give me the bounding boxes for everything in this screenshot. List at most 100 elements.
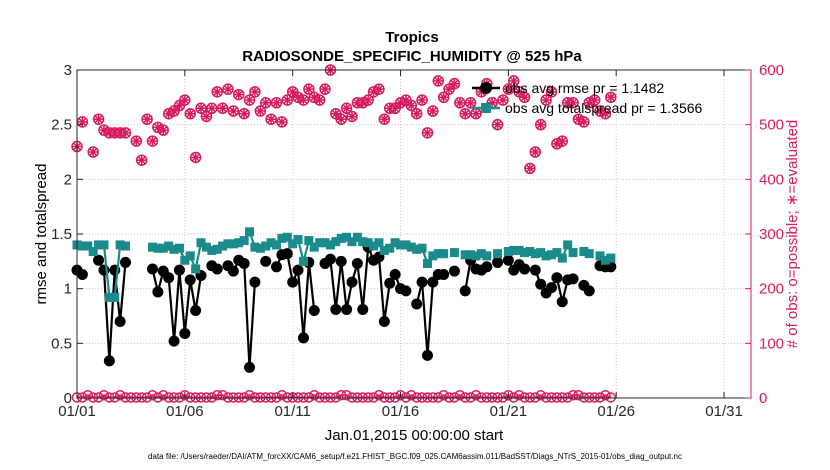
spread-point	[466, 250, 476, 260]
spread-point	[223, 239, 233, 249]
zero-count-point	[594, 392, 606, 403]
zero-count-point	[433, 392, 444, 403]
evaluated-point	[600, 108, 611, 119]
rmse-point	[438, 268, 450, 280]
zero-count-line	[77, 394, 612, 399]
y-right-tick-label: 100	[759, 335, 784, 352]
zero-count-point	[174, 392, 185, 403]
evaluated-point	[589, 95, 600, 106]
evaluated-point	[298, 95, 309, 106]
evaluated-point	[196, 103, 207, 114]
rmse-point	[556, 296, 568, 308]
zero-count-point	[168, 392, 180, 403]
spread-point	[88, 246, 98, 256]
evaluated-point	[346, 111, 357, 122]
evaluated-point	[427, 106, 438, 116]
spread-point	[449, 248, 459, 258]
zero-count-point	[195, 392, 207, 403]
spread-point	[525, 246, 535, 256]
spread-point	[121, 241, 131, 251]
zero-count-point	[179, 390, 191, 401]
zero-count-point	[470, 390, 482, 401]
evaluated-point	[492, 119, 503, 130]
rmse-point	[152, 286, 164, 298]
y-tick-label: 0	[64, 390, 72, 407]
evaluated-point	[519, 92, 530, 103]
zero-count-point	[82, 390, 94, 401]
evaluated-point	[142, 114, 153, 125]
rmse-point	[416, 276, 428, 288]
zero-count-point	[551, 392, 563, 403]
evaluated-point	[255, 106, 266, 116]
zero-count-point	[93, 392, 104, 403]
rmse-point	[324, 253, 336, 265]
rmse-point	[93, 254, 105, 266]
zero-count-point	[449, 392, 460, 403]
evaluated-point	[179, 95, 190, 106]
rmse-point	[271, 261, 283, 273]
rmse-point	[114, 315, 126, 327]
zero-count-point	[184, 392, 196, 403]
zero-count-point	[298, 392, 309, 403]
zero-count-point	[282, 392, 293, 403]
evaluated-point	[174, 100, 185, 111]
rmse-point	[551, 272, 563, 284]
evaluated-point	[212, 86, 223, 97]
evaluated-point	[541, 95, 552, 106]
evaluated-point	[239, 108, 250, 119]
evaluated-point	[508, 75, 519, 86]
zero-count-point	[492, 392, 503, 403]
evaluated-point	[524, 163, 535, 174]
evaluated-point	[266, 114, 277, 125]
zero-count-point	[530, 392, 541, 403]
zero-count-point	[346, 392, 358, 403]
spread-point	[606, 253, 616, 263]
evaluated-point	[417, 95, 428, 106]
y-axis-right: 0 100 200 300 400 500 600	[745, 62, 784, 407]
spread-point	[164, 241, 174, 251]
y-tick-label: 1	[64, 281, 72, 298]
zero-count-point	[395, 390, 406, 401]
rmse-point	[146, 263, 158, 275]
zero-count-point	[503, 390, 514, 401]
evaluated-point	[131, 136, 142, 147]
spread-point	[546, 250, 556, 260]
legend-rmse-marker	[480, 82, 492, 94]
rmse-point	[341, 303, 353, 315]
chart-subtitle: RADIOSONDE_SPECIFIC_HUMIDITY @ 525 hPa	[242, 48, 582, 65]
zero-count-point	[400, 392, 412, 403]
spread-point	[358, 237, 368, 247]
spread-point	[406, 242, 416, 252]
evaluated-point	[605, 92, 616, 103]
rmse-point	[103, 355, 115, 367]
zero-count-point	[422, 392, 433, 403]
spread-point	[250, 242, 260, 252]
spread-point	[153, 243, 163, 253]
zero-count-point	[249, 392, 261, 403]
y-tick-label: 2.5	[51, 117, 72, 134]
zero-count-point	[120, 392, 131, 403]
rmse-point	[308, 305, 320, 317]
y-tick-label: 3	[64, 62, 72, 79]
rmse-point	[389, 268, 401, 280]
evaluated-point	[568, 97, 579, 108]
zero-count-point	[567, 390, 579, 401]
evaluated-point	[276, 116, 287, 127]
evaluated-point	[120, 127, 131, 138]
rmse-point	[179, 327, 191, 339]
spread-point	[293, 234, 303, 244]
spread-point	[110, 292, 120, 302]
y-right-tick-label: 500	[759, 117, 784, 134]
rmse-point	[583, 285, 595, 297]
spread-point	[245, 227, 255, 237]
evaluated-point	[449, 78, 460, 89]
zero-count-point	[201, 392, 212, 403]
spread-point	[191, 264, 201, 274]
rmse-point	[459, 285, 471, 297]
evaluated-point	[454, 97, 465, 108]
spread-point	[239, 236, 249, 246]
spread-point	[460, 250, 470, 260]
spread-point	[541, 251, 551, 261]
evaluated-point	[158, 125, 169, 136]
zero-count-point	[335, 390, 347, 401]
